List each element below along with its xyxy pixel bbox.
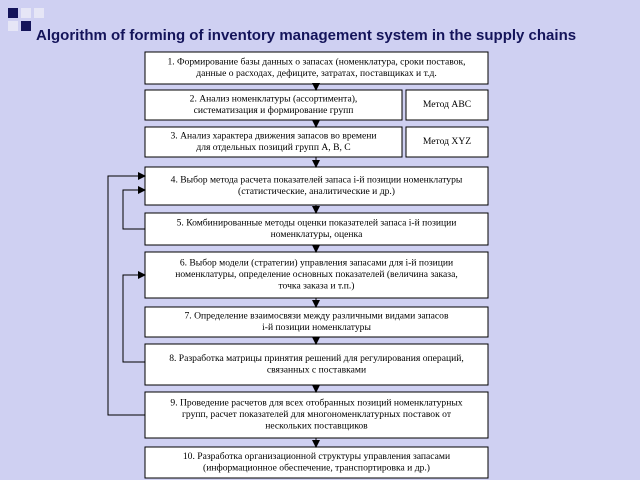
step-text: i-й позиции номенклатуры [262, 322, 371, 333]
step-text: 5. Комбинированные методы оценки показат… [177, 217, 457, 228]
step-text: групп, расчет показателей для многономен… [182, 409, 452, 420]
step-box [144, 51, 489, 85]
feedback-arrow [122, 186, 146, 230]
step-box [144, 446, 489, 479]
step-text: (статистические, аналитические и др.) [238, 186, 395, 197]
method-text: Метод ABC [423, 99, 471, 110]
step-box [144, 251, 489, 299]
step-text: 7. Определение взаимосвязи между различн… [184, 310, 448, 321]
step-text: 1. Формирование базы данных о запасах (н… [167, 56, 465, 67]
step-text: 10. Разработка организационной структуры… [183, 451, 450, 462]
feedback-arrow [122, 271, 146, 363]
step-text: (информационное обеспечение, транспортир… [203, 462, 430, 473]
title: Algorithm of forming of inventory manage… [36, 27, 576, 44]
step-box [144, 126, 403, 158]
step-text: 8. Разработка матрицы принятия решений д… [169, 353, 464, 364]
step-box [144, 212, 489, 246]
step-box [144, 391, 489, 439]
step-text: 2. Анализ номенклатуры (ассортимента), [190, 93, 358, 104]
step-text: номенклатуры, определение основных показ… [175, 269, 457, 280]
step-text: данные о расходах, дефиците, затратах, п… [196, 68, 436, 79]
method-box [405, 89, 489, 121]
step-text: нескольких поставщиков [265, 421, 368, 432]
method-box [405, 126, 489, 158]
step-text: систематизация и формирование групп [194, 105, 354, 116]
method-text: Метод XYZ [423, 136, 471, 147]
step-text: 9. Проведение расчетов для всех отобранн… [170, 398, 462, 409]
step-box [144, 166, 489, 206]
step-text: точка заказа и т.п.) [278, 281, 354, 292]
step-text: 6. Выбор модели (стратегии) управления з… [180, 258, 453, 269]
decor [8, 8, 44, 31]
step-text: связанных с поставками [267, 364, 366, 375]
step-text: для отдельных позиций групп А, В, С [196, 142, 350, 153]
feedback-arrow [107, 172, 146, 416]
flowchart: 1. Формирование базы данных о запасах (н… [107, 51, 489, 479]
step-text: 3. Анализ характера движения запасов во … [170, 130, 376, 141]
step-box [144, 89, 403, 121]
step-text: номенклатуры, оценка [271, 229, 363, 240]
step-text: 4. Выбор метода расчета показателей запа… [171, 174, 463, 185]
